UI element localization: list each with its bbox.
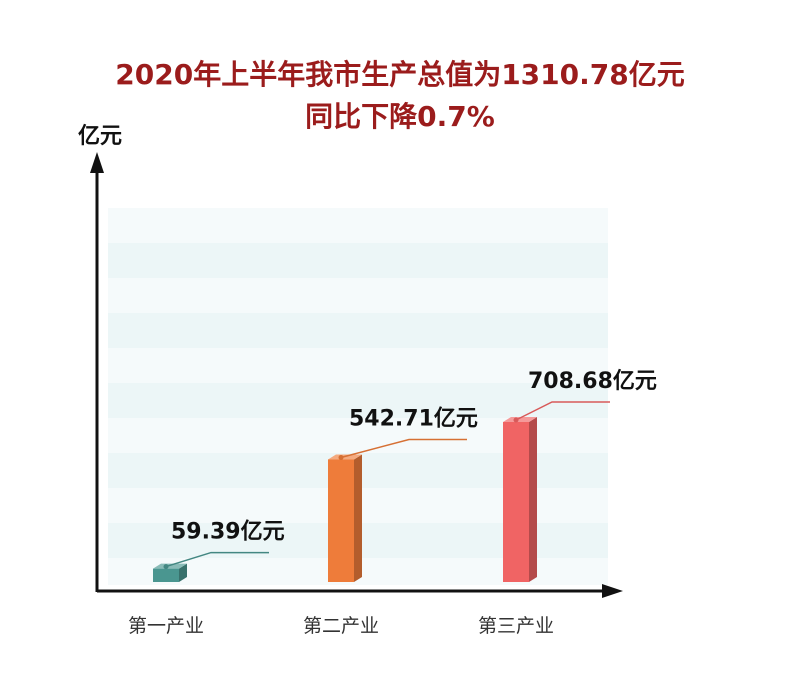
chart-title-line2: 同比下降0.7% xyxy=(305,100,495,133)
leader-dot xyxy=(338,454,344,460)
bar-side-face xyxy=(179,563,187,582)
bar-front-face xyxy=(503,422,529,582)
bars-group xyxy=(153,417,537,582)
leader-dot xyxy=(513,417,519,423)
background-band xyxy=(108,313,608,348)
leader-line xyxy=(340,438,467,459)
background-band xyxy=(108,278,608,313)
background-band xyxy=(108,243,608,278)
bar-side-face xyxy=(529,417,537,582)
data-labels-group: 59.39亿元 542.71亿元 708.68亿元 xyxy=(163,369,657,570)
bar-front-face xyxy=(328,459,354,582)
category-label-3: 第三产业 xyxy=(478,615,554,637)
data-label-2: 542.71亿元 xyxy=(349,406,478,431)
background-band xyxy=(108,383,608,418)
leader-dot xyxy=(163,564,169,570)
chart-title-line1: 2020年上半年我市生产总值为1310.78亿元 xyxy=(115,58,685,91)
category-label-2: 第二产业 xyxy=(303,615,379,637)
category-label-1: 第一产业 xyxy=(128,615,204,637)
bar-3 xyxy=(503,417,537,582)
bar-front-face xyxy=(153,568,179,582)
x-axis-arrow xyxy=(602,584,623,598)
y-axis-arrow xyxy=(90,152,104,173)
category-labels-group: 第一产业 第二产业 第三产业 xyxy=(128,615,554,637)
leader-line xyxy=(515,401,610,421)
bar-top-face xyxy=(503,417,537,422)
bar-side-face xyxy=(354,454,362,582)
y-axis-unit-label: 亿元 xyxy=(78,124,122,149)
bar-2 xyxy=(328,454,362,582)
data-label-1: 59.39亿元 xyxy=(171,520,285,545)
background-band xyxy=(108,348,608,383)
data-label-3: 708.68亿元 xyxy=(528,369,657,394)
background-band xyxy=(108,208,608,243)
bar-1 xyxy=(153,563,187,582)
leader-line xyxy=(165,551,269,568)
